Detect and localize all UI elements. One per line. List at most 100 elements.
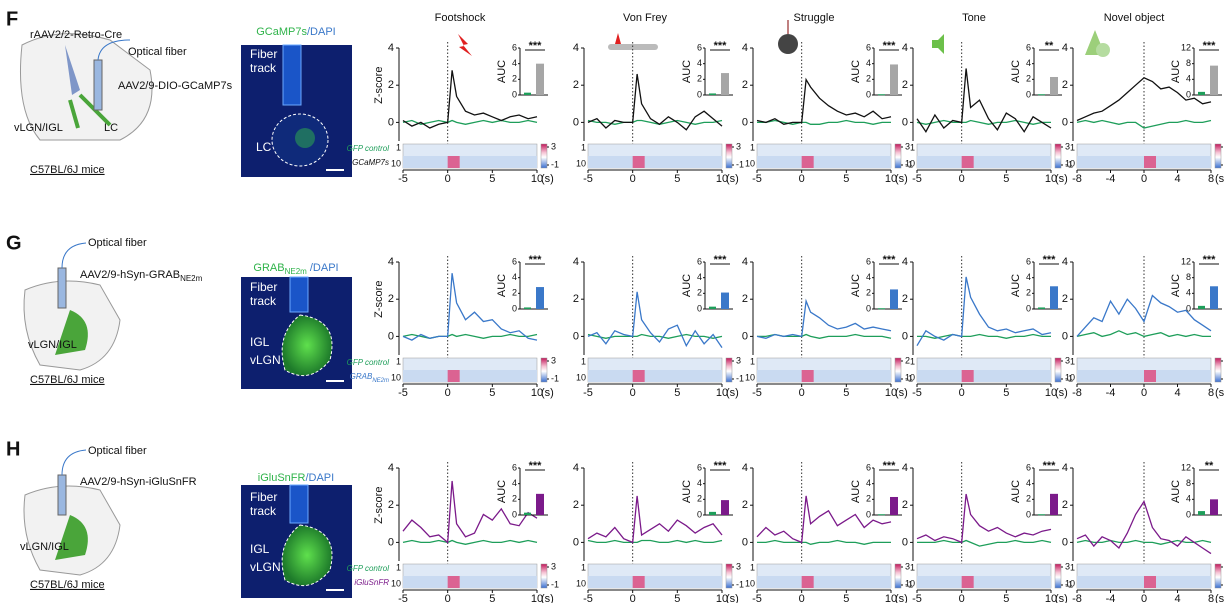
x-tick-label: -5	[583, 593, 593, 603]
image-label: IGL	[250, 335, 270, 349]
label: Optical fiber	[88, 237, 147, 249]
colorbar-tick-label: -1	[551, 159, 559, 169]
heatmap-row-label: 1	[910, 142, 915, 152]
x-unit: (s)	[1055, 593, 1068, 603]
heatmap-response	[961, 156, 974, 168]
x-tick-label: 0	[959, 173, 965, 185]
sensor-trace	[587, 495, 723, 544]
y-tick-label: 2	[742, 293, 748, 305]
x-tick-label: 5	[674, 173, 680, 185]
sensor-trace	[1076, 294, 1212, 337]
panel-h-left: H Optical fiber AAV2/9-hSyn-iGluSnFR vLG…	[6, 438, 352, 598]
heatmap-row-label: 10	[576, 372, 586, 382]
significance: ***	[1203, 254, 1217, 266]
heatmap-row-label: 1	[581, 356, 586, 366]
y-tick-label: 4	[902, 42, 908, 54]
heatmap-row-label: 10	[576, 578, 586, 588]
micrograph: Fiber track IGL vLGN	[241, 484, 352, 598]
colorbar	[1054, 143, 1062, 169]
sensor-trace	[402, 70, 538, 129]
significance: ***	[1043, 460, 1057, 472]
heatmap-row-label: 1	[581, 142, 586, 152]
heatmap-row-label: 1	[581, 562, 586, 572]
control-trace	[917, 333, 1051, 339]
auc-tick-label: 0	[1186, 509, 1191, 519]
x-unit: (s)	[1215, 173, 1224, 185]
sensor-label: GRABNE2m	[350, 372, 389, 383]
heatmap-row-label: 1	[750, 562, 755, 572]
panel-g-left: G Optical fiber AAV2/9-hSyn-GRABNE2m vLG…	[6, 232, 352, 389]
colorbar-tick-label: 3	[551, 561, 556, 571]
y-tick-label: 2	[1062, 499, 1068, 511]
y-tick-label: 2	[573, 79, 579, 91]
auc-tick-label: 2	[866, 74, 871, 84]
auc-tick-label: 6	[1026, 42, 1031, 52]
control-trace	[1076, 539, 1212, 545]
auc-label: AUC	[1010, 60, 1022, 83]
image-label: track	[250, 294, 277, 308]
y-tick-label: 0	[1062, 116, 1068, 128]
auc-tick-label: 4	[1186, 74, 1191, 84]
x-tick-label: 0	[799, 387, 805, 399]
auc-bar	[721, 73, 729, 95]
auc-tick-label: 0	[866, 509, 871, 519]
heatmap-row-label: 1	[396, 356, 401, 366]
auc-tick-label: 2	[866, 494, 871, 504]
y-tick-label: 4	[388, 42, 394, 54]
heatmap-row-label: 1	[910, 562, 915, 572]
colorbar-tick-label: 3	[736, 561, 741, 571]
label: vLGN/IGL	[14, 122, 63, 134]
auc-tick-label: 0	[512, 303, 517, 313]
y-tick-label: 0	[742, 116, 748, 128]
fiber-cable	[97, 39, 131, 61]
x-tick-label: 0	[1141, 173, 1147, 185]
significance: ***	[1043, 254, 1057, 266]
auc-bar	[1050, 76, 1058, 95]
x-tick-label: 5	[674, 593, 680, 603]
heatmap-response	[961, 576, 974, 588]
significance: ***	[1203, 40, 1217, 52]
stimulus-title: Footshock	[435, 12, 486, 24]
significance: ***	[529, 254, 543, 266]
y-axis-label: Z-score	[373, 67, 385, 104]
heatmap-row-label: 10	[905, 578, 915, 588]
heatmap-response	[632, 156, 645, 168]
sensor-label: iGluSnFR	[354, 578, 389, 587]
auc-bar	[709, 93, 716, 95]
sensor-trace	[916, 276, 1052, 347]
y-tick-label: 2	[388, 499, 394, 511]
sensor-sub: NE2m	[372, 378, 389, 384]
significance: **	[1205, 460, 1214, 472]
x-tick-label: 0	[959, 387, 965, 399]
heatmap-sensor	[403, 370, 537, 382]
auc-tick-label: 8	[1186, 272, 1191, 282]
x-tick-label: 10	[1045, 173, 1057, 185]
y-tick-label: 2	[902, 293, 908, 305]
auc-bar	[536, 493, 544, 515]
colorbar-tick-label: 2	[905, 355, 910, 365]
heatmap-response	[801, 370, 814, 382]
image-dapi: /DAPI	[307, 262, 339, 274]
x-tick-label: -5	[752, 593, 762, 603]
y-tick-label: 0	[573, 330, 579, 342]
control-trace	[1076, 119, 1212, 129]
y-tick-label: 2	[1062, 79, 1068, 91]
auc-bar	[890, 289, 898, 309]
x-tick-label: 10	[531, 387, 543, 399]
x-unit: (s)	[895, 387, 908, 399]
y-tick-label: 4	[573, 42, 579, 54]
colorbar-tick-label: -1	[1065, 159, 1073, 169]
auc-label: AUC	[1010, 274, 1022, 297]
x-tick-label: 10	[716, 173, 728, 185]
heatmap-response	[447, 576, 460, 588]
x-unit: (s)	[1055, 173, 1068, 185]
x-tick-label: 8	[1208, 387, 1214, 399]
y-tick-label: 0	[742, 536, 748, 548]
colorbar	[1214, 357, 1222, 383]
stimulus-icons	[458, 20, 1110, 57]
x-unit: (s)	[1215, 593, 1224, 603]
heatmap-row-label: 10	[391, 158, 401, 168]
heatmap-sensor	[917, 370, 1051, 382]
colorbar-tick-label: -1	[905, 579, 913, 589]
colorbar-tick-label: -1	[905, 159, 913, 169]
